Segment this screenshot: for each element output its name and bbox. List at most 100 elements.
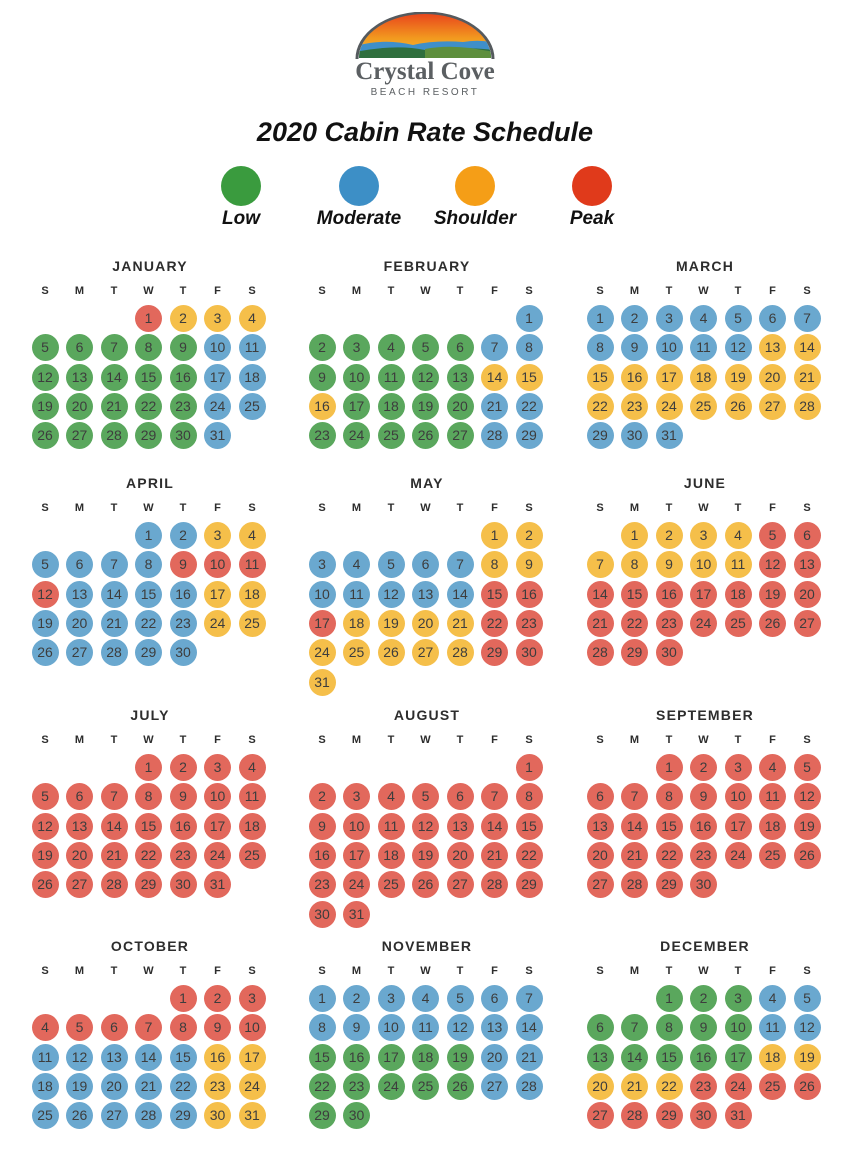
day-peak: 21 bbox=[586, 609, 614, 637]
day-shoulder: 14 bbox=[793, 334, 821, 362]
weekday-label: W bbox=[698, 734, 709, 746]
day-peak: 22 bbox=[135, 841, 162, 869]
weekday-label: M bbox=[629, 734, 640, 746]
day-moderate: 8 bbox=[586, 334, 614, 362]
day-peak: 5 bbox=[412, 783, 439, 811]
day-moderate: 31 bbox=[655, 422, 683, 450]
day-peak: 22 bbox=[655, 841, 683, 869]
month-january: JANUARY S M T W T F S 1 2 3 4 5 6 7 8 9 10 11 12 13 14 15 16 17… bbox=[30, 258, 270, 488]
weekday-label: M bbox=[74, 734, 85, 746]
day-low: 10 bbox=[724, 1014, 752, 1042]
day-peak: 29 bbox=[481, 639, 508, 667]
weekday-label: M bbox=[74, 285, 85, 297]
day-shoulder: 18 bbox=[238, 580, 266, 608]
day-moderate: 5 bbox=[377, 551, 405, 579]
weekday-label: M bbox=[351, 965, 362, 977]
day-shoulder: 21 bbox=[793, 363, 821, 391]
day-peak: 2 bbox=[308, 783, 336, 811]
weekday-label: F bbox=[214, 965, 221, 977]
weekday-label: F bbox=[491, 734, 498, 746]
day-peak: 18 bbox=[724, 580, 752, 608]
day-shoulder: 19 bbox=[724, 363, 752, 391]
day-peak: 23 bbox=[169, 841, 197, 869]
day-shoulder: 26 bbox=[724, 392, 752, 420]
weekday-label: S bbox=[803, 734, 811, 746]
day-shoulder: 24 bbox=[204, 609, 231, 637]
day-peak: 1 bbox=[515, 754, 543, 781]
day-peak: 6 bbox=[446, 783, 474, 811]
month-title: FEBRUARY bbox=[383, 258, 471, 274]
day-peak: 16 bbox=[655, 580, 683, 608]
day-low: 13 bbox=[66, 363, 93, 391]
weekday-label: F bbox=[491, 502, 498, 514]
day-moderate: 28 bbox=[100, 639, 128, 667]
day-shoulder: 17 bbox=[204, 580, 231, 608]
day-moderate: 27 bbox=[66, 639, 93, 667]
day-moderate: 30 bbox=[621, 422, 648, 450]
day-low: 12 bbox=[412, 363, 439, 391]
day-peak: 19 bbox=[412, 841, 439, 869]
day-peak: 19 bbox=[759, 580, 786, 608]
day-low: 26 bbox=[446, 1072, 474, 1100]
day-shoulder: 26 bbox=[377, 639, 405, 667]
day-low: 5 bbox=[412, 334, 439, 362]
day-low: 15 bbox=[655, 1043, 683, 1071]
day-peak: 24 bbox=[724, 1072, 752, 1100]
day-peak: 5 bbox=[66, 1014, 93, 1042]
day-low: 1 bbox=[655, 985, 683, 1012]
weekday-label: T bbox=[734, 502, 742, 514]
day-peak: 17 bbox=[724, 812, 752, 840]
day-peak: 30 bbox=[690, 1102, 717, 1130]
day-shoulder: 15 bbox=[515, 363, 543, 391]
day-peak: 9 bbox=[690, 783, 717, 811]
day-moderate: 28 bbox=[481, 422, 508, 450]
day-low: 23 bbox=[308, 422, 336, 450]
day-moderate: 2 bbox=[343, 985, 370, 1012]
day-moderate: 13 bbox=[66, 580, 93, 608]
day-moderate: 25 bbox=[31, 1102, 59, 1130]
day-peak: 9 bbox=[204, 1014, 231, 1042]
day-shoulder: 24 bbox=[308, 639, 336, 667]
day-shoulder: 2 bbox=[515, 522, 543, 549]
weekday-label: F bbox=[769, 734, 776, 746]
day-moderate: 22 bbox=[169, 1072, 197, 1100]
day-low: 26 bbox=[412, 422, 439, 450]
day-peak: 23 bbox=[655, 609, 683, 637]
day-peak: 1 bbox=[135, 754, 162, 781]
day-moderate: 2 bbox=[169, 522, 197, 549]
day-shoulder: 22 bbox=[586, 392, 614, 420]
weekday-label: S bbox=[596, 965, 604, 977]
day-moderate: 8 bbox=[135, 551, 162, 579]
day-shoulder: 11 bbox=[724, 551, 752, 579]
day-low: 14 bbox=[621, 1043, 648, 1071]
day-moderate: 4 bbox=[412, 985, 439, 1012]
month-october: OCTOBER S M T W T F S 1 2 3 4 5 6 7 8 9 10 11 12 13 14 15 16 17… bbox=[30, 938, 270, 1168]
day-low: 5 bbox=[31, 334, 59, 362]
day-moderate: 29 bbox=[135, 639, 162, 667]
weekday-label: W bbox=[698, 965, 709, 977]
day-low: 27 bbox=[66, 422, 93, 450]
day-peak: 17 bbox=[308, 609, 336, 637]
legend-label-moderate: Moderate bbox=[316, 208, 402, 229]
day-moderate: 17 bbox=[204, 363, 231, 391]
day-low: 22 bbox=[308, 1072, 336, 1100]
legend-label-low: Low bbox=[222, 208, 260, 229]
day-peak: 6 bbox=[66, 783, 93, 811]
day-peak: 16 bbox=[690, 812, 717, 840]
day-low: 23 bbox=[169, 392, 197, 420]
day-moderate: 15 bbox=[169, 1043, 197, 1071]
day-peak: 12 bbox=[412, 812, 439, 840]
month-april: APRIL S M T W T F S 1 2 3 4 5 6 7 8 9 10 11 12 13 14 15 16 17 18… bbox=[30, 475, 270, 705]
day-low: 16 bbox=[169, 363, 197, 391]
month-december: DECEMBER S M T W T F S 1 2 3 4 5 6 7 8 9 10 11 12 13 14 15 16 1… bbox=[585, 938, 825, 1168]
day-low: 17 bbox=[377, 1043, 405, 1071]
day-low: 20 bbox=[66, 392, 93, 420]
day-moderate: 25 bbox=[238, 392, 266, 420]
day-peak: 2 bbox=[169, 754, 197, 781]
day-shoulder: 25 bbox=[690, 392, 717, 420]
day-moderate: 13 bbox=[412, 580, 439, 608]
day-peak: 10 bbox=[238, 1014, 266, 1042]
day-low: 8 bbox=[655, 1014, 683, 1042]
weekday-label: W bbox=[143, 502, 154, 514]
day-moderate: 26 bbox=[31, 639, 59, 667]
